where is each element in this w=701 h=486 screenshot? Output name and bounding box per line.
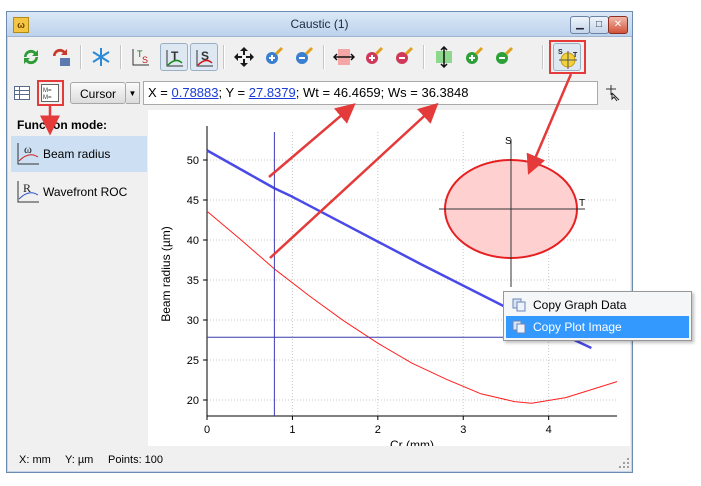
y-zoom-in-icon[interactable] [460, 43, 488, 71]
menu-copy-plot-image[interactable]: Copy Plot Image [506, 316, 689, 338]
x-range-icon[interactable] [330, 43, 358, 71]
readout-y-value[interactable]: 27.8379 [248, 85, 296, 100]
s-plot-icon[interactable]: S [190, 43, 218, 71]
copy-icon [512, 298, 526, 312]
function-mode-beam-radius[interactable]: ω Beam radius [11, 136, 147, 172]
pan-icon[interactable] [230, 43, 258, 71]
beam-radius-icon: ω [17, 142, 39, 165]
ellipse-t-label: T [579, 198, 585, 209]
function-mode-wavefront-roc[interactable]: R Wavefront ROC [11, 174, 147, 210]
svg-text:T: T [137, 49, 143, 59]
x-axis-label: Cr (mm) [390, 438, 434, 446]
svg-text:T: T [171, 49, 179, 63]
menu-copy-graph-data[interactable]: Copy Graph Data [506, 294, 689, 316]
x-tick-label: 1 [289, 424, 295, 436]
y-range-icon[interactable] [430, 43, 458, 71]
svg-text:M=: M= [43, 88, 52, 94]
x-tick-label: 2 [375, 424, 381, 436]
y-tick-label: 20 [187, 395, 199, 407]
x-tick-label: 3 [460, 424, 466, 436]
y-tick-label: 25 [187, 355, 199, 367]
beam-radius-chart[interactable]: 0 1 2 3 4 20 25 30 35 40 45 50 Cr (mm) Beam radius (µ… [148, 110, 630, 452]
y-tick-label: 50 [187, 155, 199, 167]
cursor-readout: X = 0.78883; Y = 27.8379; Wt = 46.4659; … [143, 81, 598, 105]
toolbar-separator [223, 45, 224, 69]
context-menu: Copy Graph Data Copy Plot Image [503, 291, 692, 341]
maximize-button[interactable]: □ [589, 16, 609, 34]
function-mode-label: Wavefront ROC [43, 185, 128, 199]
copy-image-icon [512, 320, 526, 334]
y-zoom-out-icon[interactable] [490, 43, 518, 71]
app-logo-icon: ω [13, 17, 29, 33]
menu-item-label: Copy Plot Image [533, 320, 622, 334]
t-plot-icon[interactable]: T [160, 43, 188, 71]
function-mode-heading: Function mode: [17, 118, 107, 132]
toolbar-separator [120, 45, 121, 69]
cursor-button[interactable]: Cursor [70, 82, 126, 104]
svg-text:ω: ω [24, 142, 32, 156]
toolbar-separator [423, 45, 424, 69]
toolbar-separator [323, 45, 324, 69]
svg-text:S: S [142, 55, 148, 65]
refresh-list-icon[interactable] [47, 43, 75, 71]
close-button[interactable]: ✕ [608, 16, 628, 34]
y-tick-label: 40 [187, 235, 199, 247]
annotation-box-ellipse-view [549, 40, 586, 74]
status-y-unit: Y: µm [65, 454, 94, 466]
minimize-button[interactable]: ▁ [570, 16, 590, 34]
annotation-box-mode-switch [37, 80, 64, 106]
wavefront-roc-icon: R [17, 181, 39, 203]
x-zoom-in-icon[interactable] [360, 43, 388, 71]
status-bar: X: mm Y: µm Points: 100 [7, 449, 632, 471]
table-view-icon[interactable] [14, 86, 30, 100]
y-tick-label: 30 [187, 315, 199, 327]
svg-text:S: S [558, 49, 563, 56]
x-tick-label: 0 [204, 424, 210, 436]
y-axis-label: Beam radius (µm) [159, 226, 173, 322]
title-bar[interactable]: ω Caustic (1) ▁ □ ✕ [7, 12, 632, 37]
readout-y-label: ; Y = [218, 85, 249, 100]
svg-text:M=: M= [43, 95, 52, 101]
freeze-icon[interactable] [87, 43, 115, 71]
y-tick-label: 45 [187, 195, 199, 207]
readout-x-value[interactable]: 0.78883 [171, 85, 219, 100]
zoom-in-icon[interactable] [260, 43, 288, 71]
svg-text:R: R [23, 181, 31, 195]
svg-text:S: S [201, 49, 209, 63]
plot-area[interactable]: 0 1 2 3 4 20 25 30 35 40 45 50 Cr (mm) Beam radius (µ… [148, 110, 630, 452]
function-mode-label: Beam radius [43, 147, 111, 161]
readout-x-label: X = [148, 85, 172, 100]
window-title: Caustic (1) [290, 17, 349, 31]
x-tick-label: 4 [546, 424, 552, 436]
toolbar-separator [80, 45, 81, 69]
cursor-row: M= M= Cursor ▼ X = 0.78883; Y = 27.8379; … [7, 78, 632, 108]
cursor-tool-icon[interactable] [604, 85, 622, 103]
cursor-dropdown-arrow[interactable]: ▼ [126, 82, 140, 104]
menu-item-label: Copy Graph Data [533, 298, 627, 312]
status-x-unit: X: mm [19, 454, 51, 466]
svg-text:T: T [573, 52, 578, 59]
resize-grip-icon[interactable] [619, 458, 630, 469]
refresh-icon[interactable] [17, 43, 45, 71]
mode-switch-icon[interactable]: M= M= [41, 84, 59, 102]
status-points: Points: 100 [108, 454, 164, 466]
ellipse-s-label: S [505, 136, 512, 147]
readout-widths: ; Wt = 46.4659; Ws = 36.3848 [295, 85, 469, 100]
toolbar-separator [542, 45, 543, 69]
x-zoom-out-icon[interactable] [390, 43, 418, 71]
y-tick-label: 35 [187, 275, 199, 287]
function-mode-panel: Function mode: ω Beam radius R Wavefront… [9, 112, 147, 447]
zoom-out-icon[interactable] [290, 43, 318, 71]
